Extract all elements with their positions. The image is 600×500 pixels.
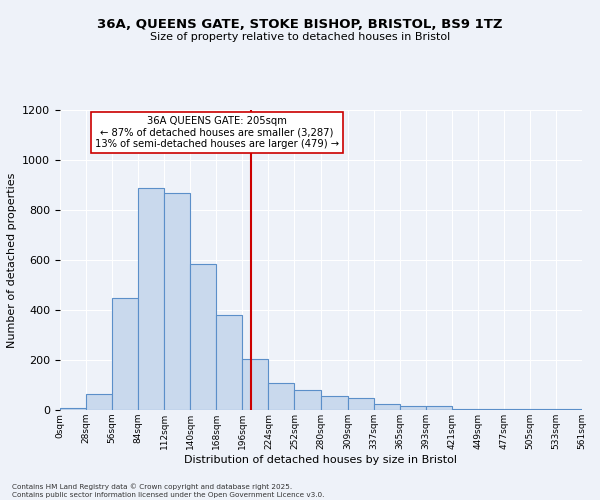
Bar xyxy=(452,409,478,410)
Bar xyxy=(530,409,556,410)
Bar xyxy=(242,359,268,410)
Bar xyxy=(374,404,400,410)
Text: 36A QUEENS GATE: 205sqm
← 87% of detached houses are smaller (3,287)
13% of semi: 36A QUEENS GATE: 205sqm ← 87% of detache… xyxy=(95,116,338,149)
Bar xyxy=(112,298,138,410)
Bar xyxy=(425,406,452,410)
Text: 36A, QUEENS GATE, STOKE BISHOP, BRISTOL, BS9 1TZ: 36A, QUEENS GATE, STOKE BISHOP, BRISTOL,… xyxy=(97,18,503,30)
Bar xyxy=(86,394,112,410)
Y-axis label: Number of detached properties: Number of detached properties xyxy=(7,172,17,348)
Bar xyxy=(504,409,530,410)
Bar xyxy=(320,396,347,410)
X-axis label: Distribution of detached houses by size in Bristol: Distribution of detached houses by size … xyxy=(185,454,458,464)
Text: Size of property relative to detached houses in Bristol: Size of property relative to detached ho… xyxy=(150,32,450,42)
Bar xyxy=(347,398,374,410)
Bar xyxy=(217,315,242,410)
Bar xyxy=(478,409,504,410)
Bar xyxy=(400,406,425,410)
Bar xyxy=(556,409,582,410)
Bar xyxy=(268,382,295,410)
Bar xyxy=(60,408,86,410)
Bar xyxy=(138,188,164,410)
Text: Contains HM Land Registry data © Crown copyright and database right 2025.
Contai: Contains HM Land Registry data © Crown c… xyxy=(12,484,325,498)
Bar xyxy=(190,264,217,410)
Bar xyxy=(164,192,190,410)
Bar xyxy=(295,390,320,410)
